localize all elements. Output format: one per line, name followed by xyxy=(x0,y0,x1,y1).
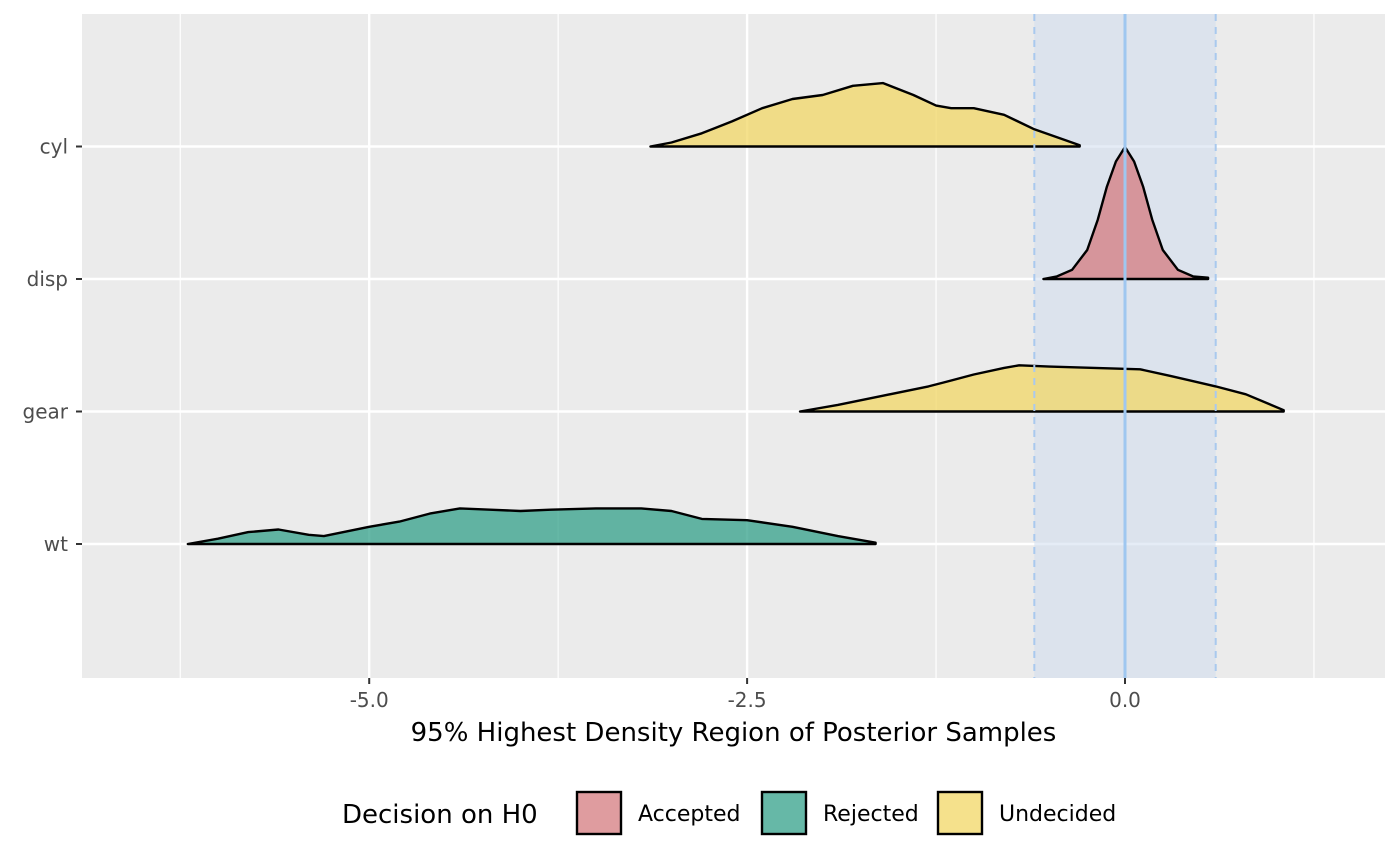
x-tick-label: -2.5 xyxy=(728,688,767,712)
y-tick-label: gear xyxy=(23,400,69,424)
density-ridge-gear xyxy=(798,364,1285,413)
y-tick-label: wt xyxy=(44,532,68,556)
legend-label: Rejected xyxy=(823,802,919,827)
y-axis: wt gear disp cyl xyxy=(23,135,82,556)
legend-key-accepted xyxy=(575,790,623,836)
x-tick-label: 0.0 xyxy=(1109,688,1141,712)
x-axis-title: 95% Highest Density Region of Posterior … xyxy=(411,718,1057,748)
legend: Decision on H0 Accepted Rejected Undecided xyxy=(342,790,1116,836)
density-ridges xyxy=(186,81,1285,546)
legend-key-undecided xyxy=(936,790,984,836)
y-tick-label: disp xyxy=(27,267,68,291)
legend-title: Decision on H0 xyxy=(342,800,538,830)
legend-label: Undecided xyxy=(999,802,1116,827)
x-tick-label: -5.0 xyxy=(350,688,389,712)
y-tick-label: cyl xyxy=(40,135,68,159)
x-axis: -5.0 -2.5 0.0 xyxy=(350,678,1141,712)
density-ridge-cyl xyxy=(649,81,1081,148)
density-ridge-wt xyxy=(186,507,877,546)
legend-key-rejected xyxy=(760,790,808,836)
legend-label: Accepted xyxy=(638,802,740,827)
